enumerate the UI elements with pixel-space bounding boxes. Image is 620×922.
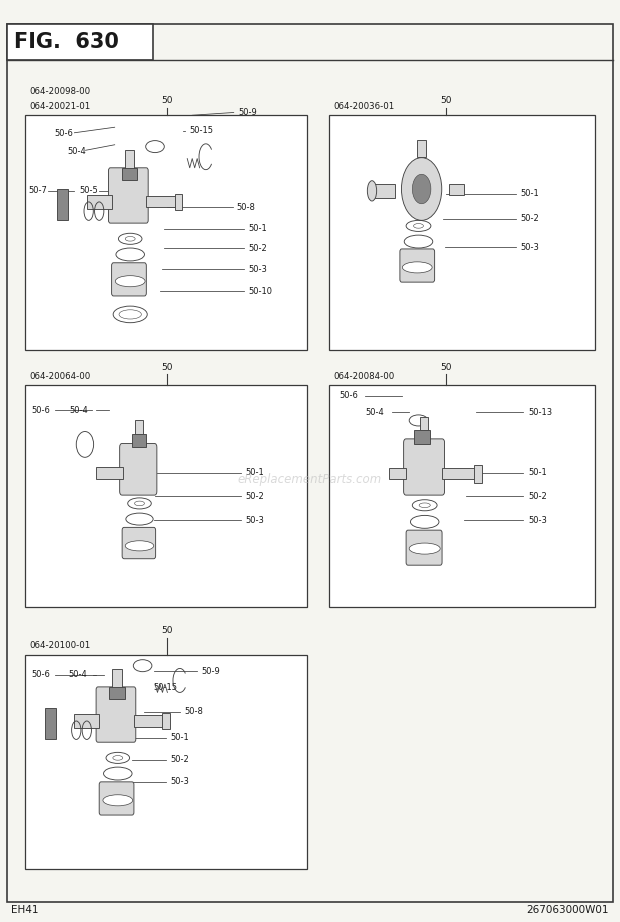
Bar <box>112 669 122 690</box>
Bar <box>373 184 395 198</box>
FancyBboxPatch shape <box>400 249 435 282</box>
Bar <box>74 714 99 728</box>
FancyBboxPatch shape <box>404 439 445 495</box>
Text: EH41: EH41 <box>11 905 38 915</box>
Bar <box>122 168 137 180</box>
Text: 50-4: 50-4 <box>67 147 86 156</box>
Text: 50-6: 50-6 <box>31 406 50 415</box>
Bar <box>25 655 307 869</box>
Bar <box>25 385 307 607</box>
Text: 50-1: 50-1 <box>528 468 547 478</box>
Bar <box>162 713 170 729</box>
Text: 064-20036-01: 064-20036-01 <box>334 101 395 111</box>
FancyBboxPatch shape <box>99 782 134 815</box>
Text: 064-20100-01: 064-20100-01 <box>30 641 91 650</box>
Ellipse shape <box>103 795 133 806</box>
Text: 50-2: 50-2 <box>521 214 539 223</box>
Bar <box>414 430 430 444</box>
Bar <box>45 708 56 739</box>
FancyBboxPatch shape <box>108 168 148 223</box>
Text: 267063000W01: 267063000W01 <box>526 905 609 915</box>
Ellipse shape <box>402 158 441 220</box>
Text: 50-2: 50-2 <box>248 243 267 253</box>
FancyBboxPatch shape <box>406 530 442 565</box>
Text: 50-1: 50-1 <box>521 189 539 198</box>
Text: 50: 50 <box>441 362 452 372</box>
Bar <box>449 184 464 195</box>
Bar <box>109 687 125 699</box>
Bar <box>132 434 146 447</box>
Text: 50-2: 50-2 <box>170 755 189 764</box>
FancyBboxPatch shape <box>96 687 136 742</box>
Bar <box>135 420 143 434</box>
Ellipse shape <box>412 174 431 204</box>
Text: 50-4: 50-4 <box>68 670 87 680</box>
Text: 50-3: 50-3 <box>170 777 189 786</box>
Text: 50-15: 50-15 <box>154 683 178 692</box>
Text: 50-1: 50-1 <box>170 733 189 742</box>
Ellipse shape <box>402 262 432 273</box>
Text: 50-2: 50-2 <box>528 491 547 501</box>
Text: 50-8: 50-8 <box>237 203 255 212</box>
Text: 50-1: 50-1 <box>245 468 264 478</box>
Bar <box>25 115 307 350</box>
Bar <box>87 195 112 209</box>
Text: 064-20098-00: 064-20098-00 <box>30 87 91 96</box>
Bar <box>329 115 595 350</box>
Text: 50-4: 50-4 <box>366 408 384 417</box>
Text: 50-7: 50-7 <box>28 186 46 195</box>
Text: 064-20064-00: 064-20064-00 <box>30 372 91 381</box>
Text: 50-3: 50-3 <box>245 515 264 525</box>
Text: 50-8: 50-8 <box>185 707 203 716</box>
Ellipse shape <box>409 543 440 554</box>
Text: 50: 50 <box>162 96 173 105</box>
Text: 50: 50 <box>162 626 173 635</box>
Text: eReplacementParts.com: eReplacementParts.com <box>238 473 382 486</box>
Bar <box>146 196 176 207</box>
Text: 50: 50 <box>162 362 173 372</box>
Bar <box>420 417 428 430</box>
Text: 50-3: 50-3 <box>521 242 539 252</box>
Text: 50-13: 50-13 <box>528 408 552 417</box>
Text: 50-3: 50-3 <box>528 515 547 525</box>
FancyBboxPatch shape <box>120 443 157 495</box>
FancyBboxPatch shape <box>112 263 146 296</box>
Bar <box>96 467 123 479</box>
Bar <box>57 189 68 220</box>
Text: 50-4: 50-4 <box>69 406 88 415</box>
Text: 50-2: 50-2 <box>245 491 264 501</box>
Ellipse shape <box>115 276 145 287</box>
Text: 064-20021-01: 064-20021-01 <box>30 101 91 111</box>
Bar <box>389 468 406 479</box>
Bar <box>474 465 482 483</box>
Text: 50-6: 50-6 <box>340 391 358 400</box>
Bar <box>175 194 182 210</box>
Bar <box>134 715 164 727</box>
Bar <box>417 140 426 157</box>
Bar <box>329 385 595 607</box>
Text: 064-20084-00: 064-20084-00 <box>334 372 395 381</box>
Text: 50-3: 50-3 <box>248 265 267 274</box>
Bar <box>125 150 134 171</box>
Bar <box>7 24 153 60</box>
Text: 50-10: 50-10 <box>248 287 272 296</box>
Text: 50-6: 50-6 <box>55 129 73 138</box>
Text: 50-9: 50-9 <box>239 108 257 117</box>
Text: 50-15: 50-15 <box>189 126 213 136</box>
Bar <box>442 468 476 479</box>
Text: 50-6: 50-6 <box>31 670 50 680</box>
Text: 50-1: 50-1 <box>248 224 267 233</box>
FancyBboxPatch shape <box>122 527 156 559</box>
Text: 50-5: 50-5 <box>79 186 98 195</box>
Text: FIG.  630: FIG. 630 <box>14 32 118 53</box>
Ellipse shape <box>368 181 377 201</box>
Text: 50-9: 50-9 <box>202 667 220 676</box>
Text: 50: 50 <box>441 96 452 105</box>
Ellipse shape <box>125 540 154 551</box>
